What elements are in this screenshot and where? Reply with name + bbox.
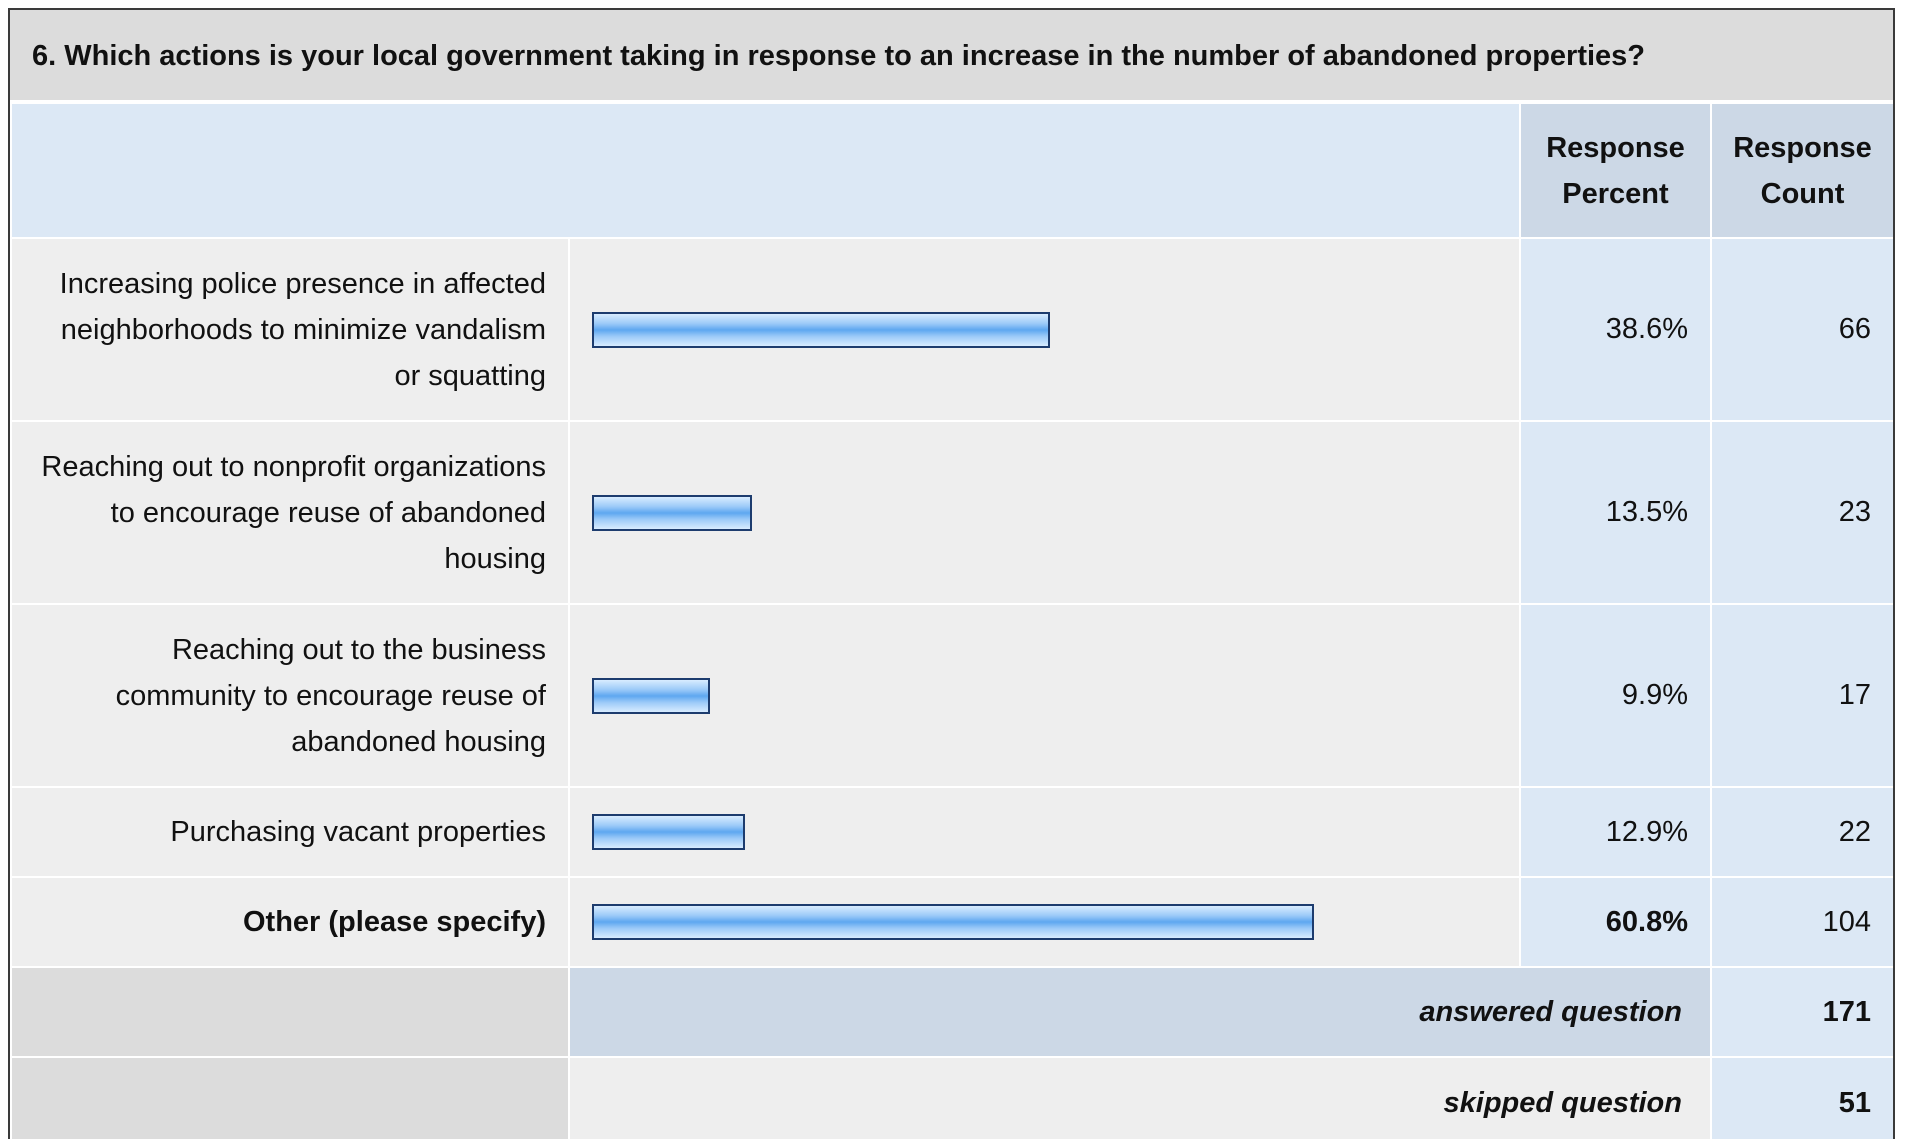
bar-track (592, 311, 1519, 348)
answer-label: Increasing police presence in affected n… (10, 237, 570, 422)
survey-question-panel: 6. Which actions is your local governmen… (8, 8, 1895, 1139)
answer-label: Other (please specify) (10, 876, 570, 968)
answer-bar-cell (568, 603, 1521, 788)
skipped-blank (10, 1056, 570, 1139)
response-count-value: 66 (1710, 237, 1893, 422)
bar-track (592, 677, 1519, 714)
response-percent-value: 13.5% (1519, 420, 1712, 605)
answer-bar-cell (568, 420, 1521, 605)
answered-question-label: answered question (568, 966, 1712, 1058)
answer-bar-cell (568, 237, 1521, 422)
header-blank (10, 102, 1521, 239)
header-response-count: Response Count (1710, 102, 1893, 239)
bar-track (592, 904, 1519, 940)
answer-row: Increasing police presence in affected n… (10, 237, 1893, 422)
bar-track (592, 494, 1519, 531)
answered-question-count: 171 (1710, 966, 1893, 1058)
response-percent-value: 12.9% (1519, 786, 1712, 878)
response-bar (592, 494, 752, 531)
skipped-question-count: 51 (1710, 1056, 1893, 1139)
response-bar (592, 904, 1314, 940)
answer-row: Reaching out to the business community t… (10, 603, 1893, 788)
response-count-value: 17 (1710, 603, 1893, 788)
answered-blank (10, 966, 570, 1058)
bar-track (592, 814, 1519, 850)
answered-question-row: answered question 171 (10, 966, 1893, 1058)
header-response-percent: Response Percent (1519, 102, 1712, 239)
response-bar (592, 677, 710, 714)
skipped-question-row: skipped question 51 (10, 1056, 1893, 1139)
response-bar (592, 814, 745, 850)
response-table: Response Percent Response Count Increasi… (10, 102, 1893, 1139)
answer-label: Reaching out to the business community t… (10, 603, 570, 788)
answer-bar-cell (568, 876, 1521, 968)
answer-bar-cell (568, 786, 1521, 878)
response-percent-value: 38.6% (1519, 237, 1712, 422)
response-count-value: 104 (1710, 876, 1893, 968)
response-percent-value: 9.9% (1519, 603, 1712, 788)
answer-row: Reaching out to nonprofit organizations … (10, 420, 1893, 605)
response-count-value: 22 (1710, 786, 1893, 878)
response-bar (592, 311, 1050, 348)
answer-label: Purchasing vacant properties (10, 786, 570, 878)
answer-label: Reaching out to nonprofit organizations … (10, 420, 570, 605)
skipped-question-label: skipped question (568, 1056, 1712, 1139)
response-percent-value: 60.8% (1519, 876, 1712, 968)
question-title: 6. Which actions is your local governmen… (10, 10, 1893, 102)
answer-row: Purchasing vacant properties 12.9% 22 (10, 786, 1893, 878)
answer-row: Other (please specify) 60.8% 104 (10, 876, 1893, 968)
header-row: Response Percent Response Count (10, 102, 1893, 239)
response-count-value: 23 (1710, 420, 1893, 605)
